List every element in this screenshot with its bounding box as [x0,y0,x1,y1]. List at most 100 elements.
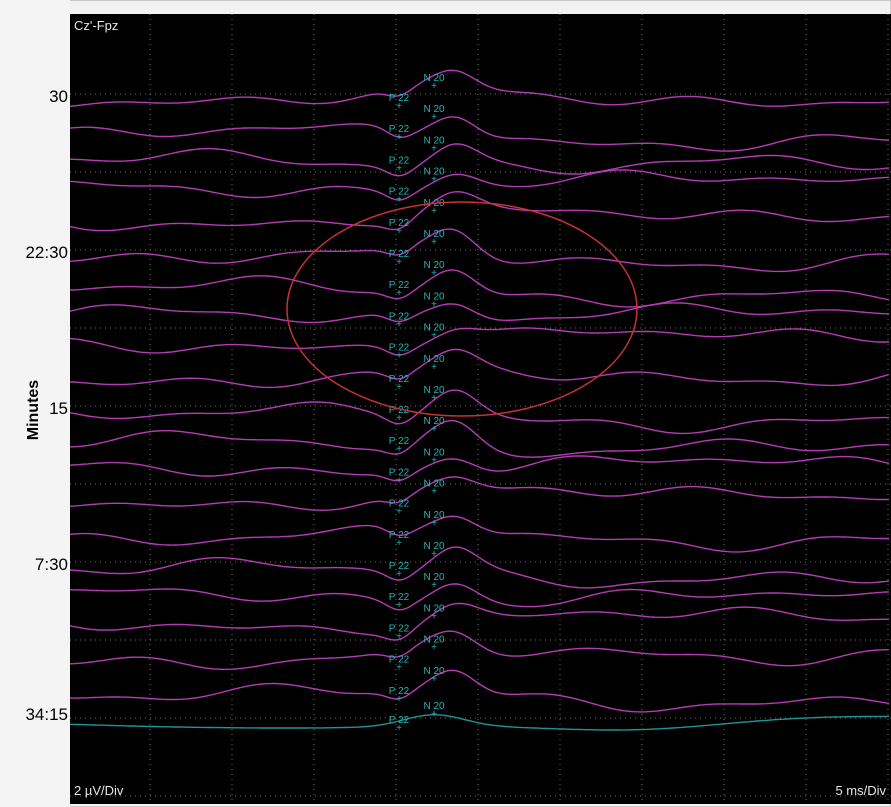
peak-marker-label: P 22 [389,499,410,510]
peak-marker-label: P 22 [389,686,410,697]
peak-markers: +P 22+N 20+P 22+N 20+P 22+N 20+P 22+N 20… [389,73,445,734]
peak-marker-cross: + [396,694,402,705]
y-tick-7-30: 7:30 [35,555,68,574]
peak-marker-label: P 22 [389,374,410,385]
trace-7 [69,269,890,308]
peak-marker-cross: + [431,518,437,529]
trace-20 [70,669,890,713]
peak-marker-label: P 22 [389,655,410,666]
plot-area [70,14,891,804]
peak-marker-cross: + [431,580,437,591]
peak-marker-cross: + [396,600,402,611]
trace-15 [69,515,890,553]
peak-marker-cross: + [431,331,437,342]
peak-marker-cross: + [396,663,402,674]
y-tick-34-15: 34:15 [25,705,68,724]
peak-marker-cross: + [396,163,402,174]
peak-marker-label: P 22 [389,561,410,572]
peak-marker-cross: + [396,507,402,518]
peak-marker-label: N 20 [423,135,445,146]
peak-marker-label: P 22 [389,249,410,260]
trace-18 [69,602,889,641]
peak-marker-label: P 22 [389,715,410,726]
peak-marker-label: N 20 [423,323,445,334]
peak-marker-cross: + [396,226,402,237]
peak-marker-label: N 20 [423,479,445,490]
trace-14 [69,476,890,512]
peak-marker-cross: + [431,709,437,720]
peak-marker-cross: + [431,112,437,123]
trace-1 [69,69,890,107]
peak-marker-cross: + [396,132,402,143]
peak-marker-cross: + [431,81,437,92]
peak-marker-label: N 20 [423,572,445,583]
peak-marker-cross: + [431,175,437,186]
peak-marker-cross: + [396,723,402,734]
peak-marker-cross: + [396,475,402,486]
peak-marker-label: N 20 [423,260,445,271]
traces [69,69,890,731]
y-axis-panel [0,0,70,807]
trace-2 [69,116,890,152]
peak-marker-label: P 22 [389,405,410,416]
y-tick-22-30: 22:30 [25,243,68,262]
peak-marker-label: N 20 [423,701,445,712]
trace-19 [69,630,889,671]
peak-marker-label: N 20 [423,635,445,646]
y-tick-30: 30 [49,87,68,106]
peak-marker-label: N 20 [423,167,445,178]
peak-marker-cross: + [431,487,437,498]
trace-5 [69,190,890,232]
peak-marker-label: P 22 [389,530,410,541]
peak-marker-label: N 20 [423,104,445,115]
peak-marker-label: P 22 [389,311,410,322]
y-tick-15: 15 [49,399,68,418]
peak-marker-label: N 20 [423,291,445,302]
trace-17 [70,583,890,611]
peak-marker-label: N 20 [423,666,445,677]
peak-marker-cross: + [396,195,402,206]
peak-marker-label: P 22 [389,187,410,198]
peak-marker-label: P 22 [389,93,410,104]
peak-marker-cross: + [396,257,402,268]
peak-marker-label: N 20 [423,385,445,396]
peak-marker-cross: + [396,319,402,330]
peak-marker-label: P 22 [389,218,410,229]
peak-marker-cross: + [396,569,402,580]
peak-marker-label: P 22 [389,436,410,447]
peak-marker-cross: + [431,393,437,404]
peak-marker-label: N 20 [423,447,445,458]
trace-baseline [69,714,889,731]
trace-4 [69,169,890,201]
trace-13 [69,455,890,482]
peak-marker-cross: + [431,268,437,279]
peak-marker-cross: + [431,611,437,622]
peak-marker-cross: + [431,455,437,466]
peak-marker-cross: + [431,206,437,217]
peak-marker-cross: + [431,362,437,373]
peak-marker-label: P 22 [389,343,410,354]
time-scale-label: 5 ms/Div [835,783,886,798]
y-axis-label: Minutes [25,380,42,441]
peak-marker-cross: + [396,101,402,112]
peak-marker-label: N 20 [423,416,445,427]
peak-marker-cross: + [396,444,402,455]
peak-marker-label: N 20 [423,541,445,552]
peak-marker-label: P 22 [389,155,410,166]
highlight-ellipse [286,201,638,417]
trace-6 [69,228,890,273]
trace-9 [69,327,889,356]
peak-marker-label: N 20 [423,73,445,84]
peak-marker-cross: + [396,288,402,299]
peak-marker-label: P 22 [389,467,410,478]
peak-marker-cross: + [431,143,437,154]
peak-marker-cross: + [431,643,437,654]
channel-label: Cz'-Fpz [74,18,118,33]
peak-marker-cross: + [396,382,402,393]
trace-12 [69,419,890,458]
peak-marker-label: N 20 [423,510,445,521]
grid [70,14,891,804]
peak-marker-label: N 20 [423,603,445,614]
peak-marker-cross: + [396,351,402,362]
